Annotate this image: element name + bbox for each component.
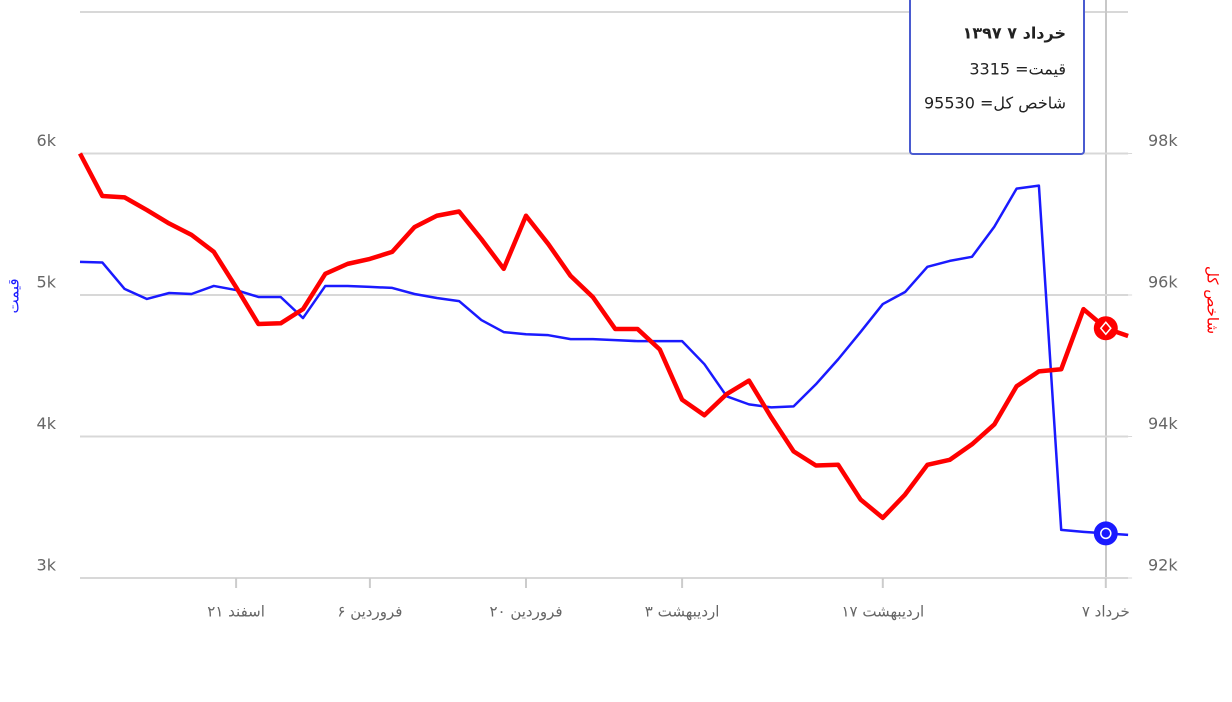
x-tick-label: ۷ خرداد [1082,603,1130,621]
series-line [78,152,1129,521]
y2-tick-label: 96k [1148,273,1178,292]
y2-tick-label: 92k [1148,556,1178,575]
hover-symbol [1100,527,1112,540]
tooltip-line: شاخص کل= 95530 [924,94,1066,114]
tooltip: خرداد ۷ ۱۳۹۷ قیمت= 3315 شاخص کل= 95530 [909,0,1085,155]
tooltip-line: قیمت= 3315 [969,60,1066,79]
x-tick-label: ۲۱ اسفند [207,603,265,621]
y2-tick-label: 94k [1148,414,1178,433]
axis-title: شاخص کل [1204,266,1222,334]
y-tick-label: 3k [37,556,57,575]
hover-marker [1093,521,1118,546]
x-tick-label: ۱۷ اردیبهشت [841,603,924,621]
y2-tick-label: 98k [1148,131,1178,150]
y-tick-label: 5k [37,273,57,292]
y-tick-label: 4k [37,414,57,433]
x-tick-label: ۶ فروردین [337,603,402,621]
series-line [79,184,1129,537]
y-tick-label: 6k [37,131,57,150]
hover-marker [1093,316,1118,341]
hover-symbol [1099,321,1112,336]
x-tick-label: ۳ اردیبهشت [645,603,720,621]
tooltip-box [909,0,1085,155]
x-tick-label: ۲۰ فروردین [489,603,562,621]
axis-title: قیمت [5,278,23,313]
tooltip-title: خرداد ۷ ۱۳۹۷ [963,24,1066,43]
